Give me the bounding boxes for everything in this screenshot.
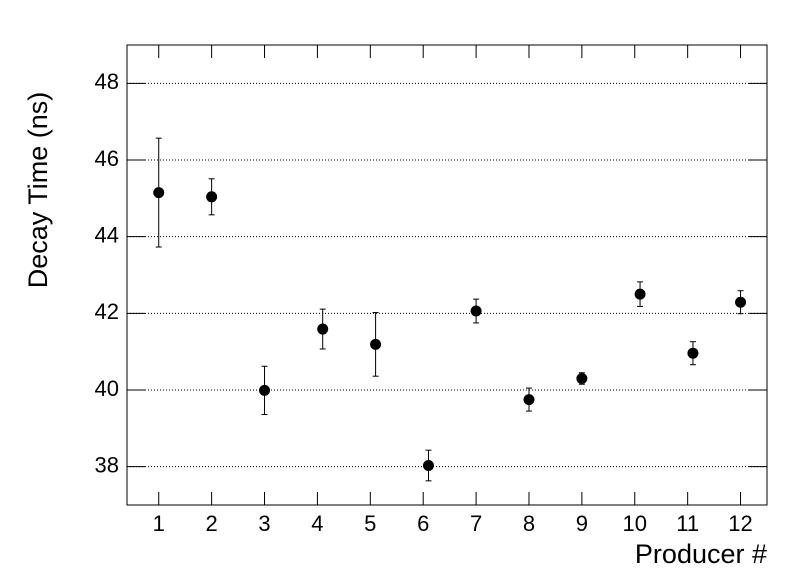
data-point	[735, 296, 747, 308]
x-tick-label: 11	[676, 511, 699, 536]
x-tick-label: 12	[728, 511, 752, 536]
y-tick-label: 48	[95, 69, 119, 94]
y-tick-label: 40	[95, 376, 119, 401]
y-tick-label: 44	[95, 222, 119, 247]
x-tick-label: 8	[523, 511, 535, 536]
x-tick-label: 6	[417, 511, 429, 536]
data-point	[259, 384, 271, 396]
data-point	[370, 338, 382, 350]
x-tick-label: 1	[153, 511, 165, 536]
plot-frame	[126, 44, 768, 506]
data-point	[153, 187, 165, 199]
x-tick-label: 7	[470, 511, 482, 536]
x-axis-title: Producer #	[635, 539, 767, 569]
x-tick-label: 4	[311, 511, 323, 536]
x-tick-label: 5	[364, 511, 376, 536]
x-tick-label: 3	[258, 511, 270, 536]
x-tick-label: 10	[623, 511, 647, 536]
data-point	[576, 373, 588, 384]
data-point	[523, 394, 535, 406]
data-point	[422, 460, 434, 472]
data-point	[317, 323, 329, 335]
y-tick-label: 46	[95, 146, 119, 171]
data-point	[470, 305, 482, 317]
y-tick-label: 38	[95, 452, 119, 477]
y-axis-title: Decay Time (ns)	[23, 92, 53, 289]
x-tick-label: 9	[576, 511, 588, 536]
y-tick-label: 42	[95, 299, 119, 324]
data-point	[206, 191, 218, 203]
data-point	[687, 347, 699, 359]
x-tick-label: 2	[206, 511, 218, 536]
data-point	[634, 288, 646, 300]
